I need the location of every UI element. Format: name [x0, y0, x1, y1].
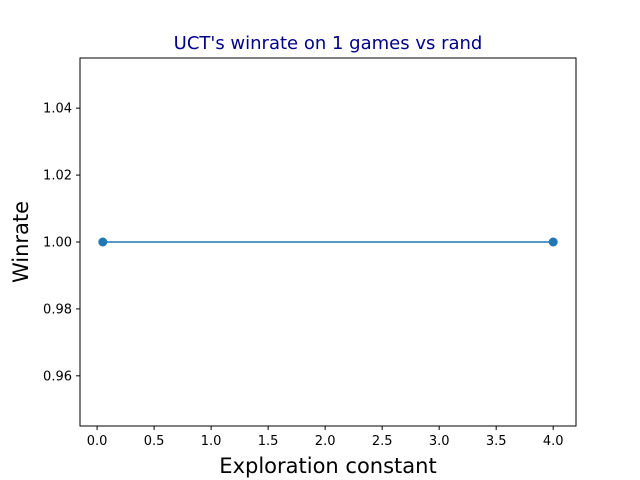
y-tick-label: 1.04 — [43, 102, 72, 117]
series-layer — [98, 237, 558, 247]
x-tick-label: 1.0 — [201, 434, 222, 449]
y-axis-label: Winrate — [9, 201, 33, 283]
x-tick-label: 1.5 — [258, 434, 279, 449]
x-tick-label: 4.0 — [543, 434, 564, 449]
data-point — [98, 237, 108, 247]
x-tick-label: 0.0 — [87, 434, 108, 449]
x-tick-label: 2.0 — [315, 434, 336, 449]
y-tick-label: 1.02 — [43, 169, 72, 184]
x-axis-ticks: 0.0 0.5 1.0 1.5 2.0 2.5 3.0 3.5 4.0 — [87, 426, 564, 449]
x-tick-label: 3.0 — [429, 434, 450, 449]
x-axis-label: Exploration constant — [219, 454, 436, 478]
y-axis-ticks: 0.96 0.98 1.00 1.02 1.04 — [43, 102, 80, 384]
data-point — [548, 237, 558, 247]
y-tick-label: 0.98 — [43, 302, 72, 317]
x-tick-label: 2.5 — [372, 434, 393, 449]
y-tick-label: 1.00 — [43, 236, 72, 251]
y-tick-label: 0.96 — [43, 369, 72, 384]
x-tick-label: 3.5 — [486, 434, 507, 449]
x-tick-label: 0.5 — [144, 434, 165, 449]
chart-title: UCT's winrate on 1 games vs rand — [174, 33, 483, 54]
